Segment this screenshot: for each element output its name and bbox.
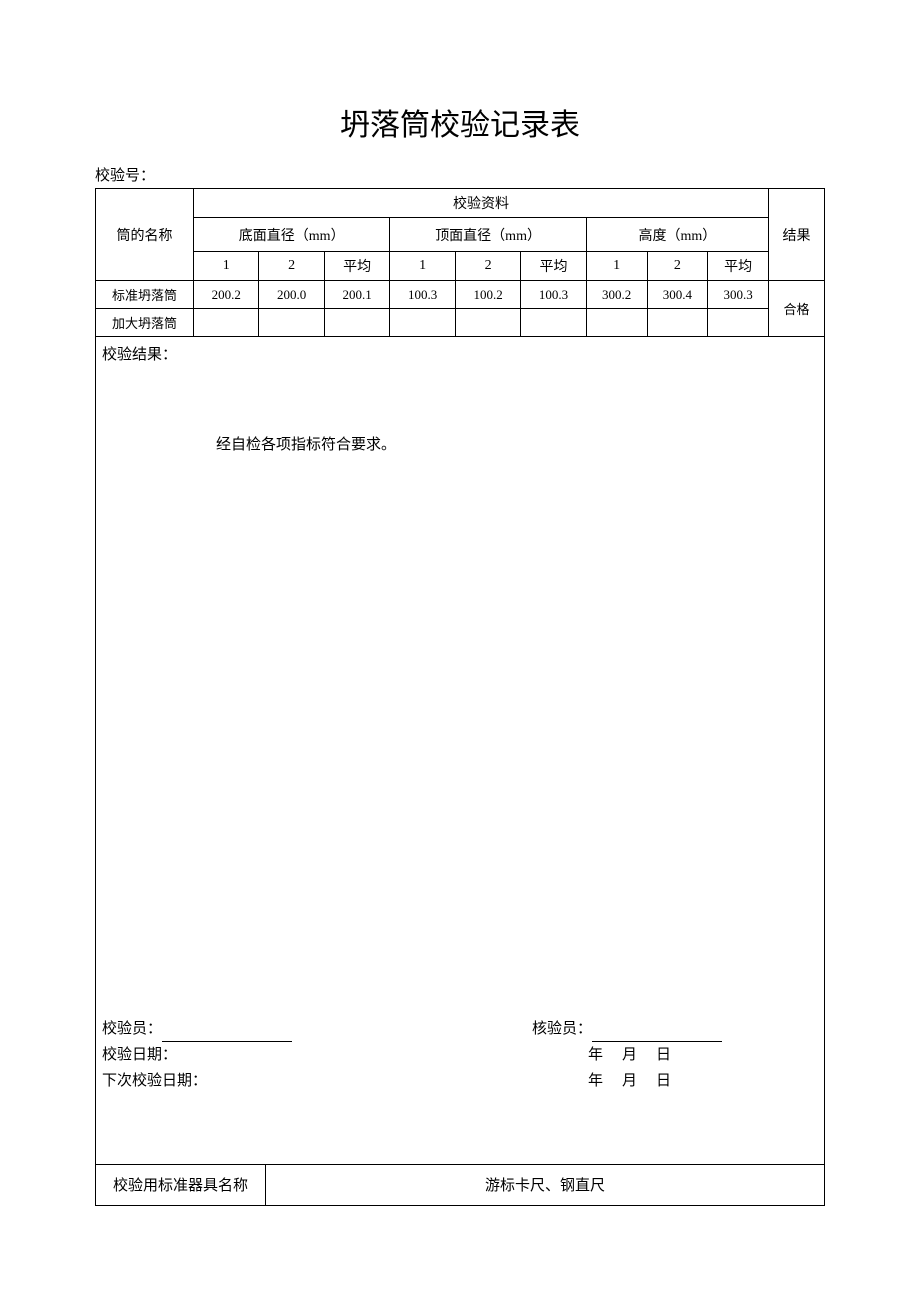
reviewer-label: 核验员： xyxy=(532,1021,592,1037)
calibration-number-label: 校验号： xyxy=(95,164,825,185)
result-block: 校验结果： 经自检各项指标符合要求。 校验员： 核验员： 校验日期： 年 月 日… xyxy=(95,337,825,1165)
data-cell: 200.0 xyxy=(259,281,324,309)
row-name: 加大坍落筒 xyxy=(96,309,194,337)
group-header-height: 高度（mm） xyxy=(586,218,768,252)
col-header-data: 校验资料 xyxy=(194,189,769,218)
data-cell: 300.4 xyxy=(647,281,708,309)
data-cell: 200.2 xyxy=(194,281,259,309)
row-name: 标准坍落筒 xyxy=(96,281,194,309)
group-header-top-dia: 顶面直径（mm） xyxy=(390,218,586,252)
page-title: 坍落筒校验记录表 xyxy=(95,100,825,144)
tools-value-cell: 游标卡尺、钢直尺 xyxy=(266,1165,825,1205)
index-row: 1 2 平均 1 2 平均 1 2 平均 xyxy=(96,252,825,281)
result-label: 校验结果： xyxy=(102,343,177,364)
next-date-label: 下次校验日期： xyxy=(102,1073,207,1089)
data-cell: 100.2 xyxy=(455,281,520,309)
data-cell xyxy=(521,309,586,337)
data-cell: 100.3 xyxy=(390,281,455,309)
table-row: 标准坍落筒 200.2 200.0 200.1 100.3 100.2 100.… xyxy=(96,281,825,309)
data-cell: 300.2 xyxy=(586,281,647,309)
idx-cell: 1 xyxy=(390,252,455,281)
idx-cell: 1 xyxy=(586,252,647,281)
data-cell xyxy=(586,309,647,337)
table-row: 加大坍落筒 xyxy=(96,309,825,337)
idx-cell: 2 xyxy=(647,252,708,281)
data-cell xyxy=(390,309,455,337)
data-cell xyxy=(324,309,389,337)
data-cell: 200.1 xyxy=(324,281,389,309)
tools-table: 校验用标准器具名称 游标卡尺、钢直尺 xyxy=(95,1165,825,1206)
data-cell: 300.3 xyxy=(708,281,769,309)
cal-date-label: 校验日期： xyxy=(102,1047,177,1063)
tools-label-cell: 校验用标准器具名称 xyxy=(96,1165,266,1205)
calibration-data-table: 筒的名称 校验资料 结果 底面直径（mm） 顶面直径（mm） 高度（mm） 1 … xyxy=(95,188,825,337)
data-cell: 100.3 xyxy=(521,281,586,309)
idx-cell: 平均 xyxy=(521,252,586,281)
data-cell xyxy=(259,309,324,337)
idx-cell: 2 xyxy=(455,252,520,281)
data-cell xyxy=(647,309,708,337)
group-header-bottom-dia: 底面直径（mm） xyxy=(194,218,390,252)
idx-cell: 1 xyxy=(194,252,259,281)
data-cell xyxy=(455,309,520,337)
data-cell xyxy=(194,309,259,337)
date-fill-text: 年 月 日 xyxy=(588,1047,673,1063)
signature-area: 校验员： 核验员： 校验日期： 年 月 日 下次校验日期： 年 月 日 xyxy=(102,1016,818,1094)
date-fill-text: 年 月 日 xyxy=(588,1073,673,1089)
result-value-cell: 合格 xyxy=(769,281,825,337)
idx-cell: 平均 xyxy=(324,252,389,281)
idx-cell: 2 xyxy=(259,252,324,281)
col-header-name: 筒的名称 xyxy=(96,189,194,281)
result-body-text: 经自检各项指标符合要求。 xyxy=(216,433,396,454)
inspector-label: 校验员： xyxy=(102,1021,162,1037)
idx-cell: 平均 xyxy=(708,252,769,281)
col-header-result: 结果 xyxy=(769,189,825,281)
data-cell xyxy=(708,309,769,337)
